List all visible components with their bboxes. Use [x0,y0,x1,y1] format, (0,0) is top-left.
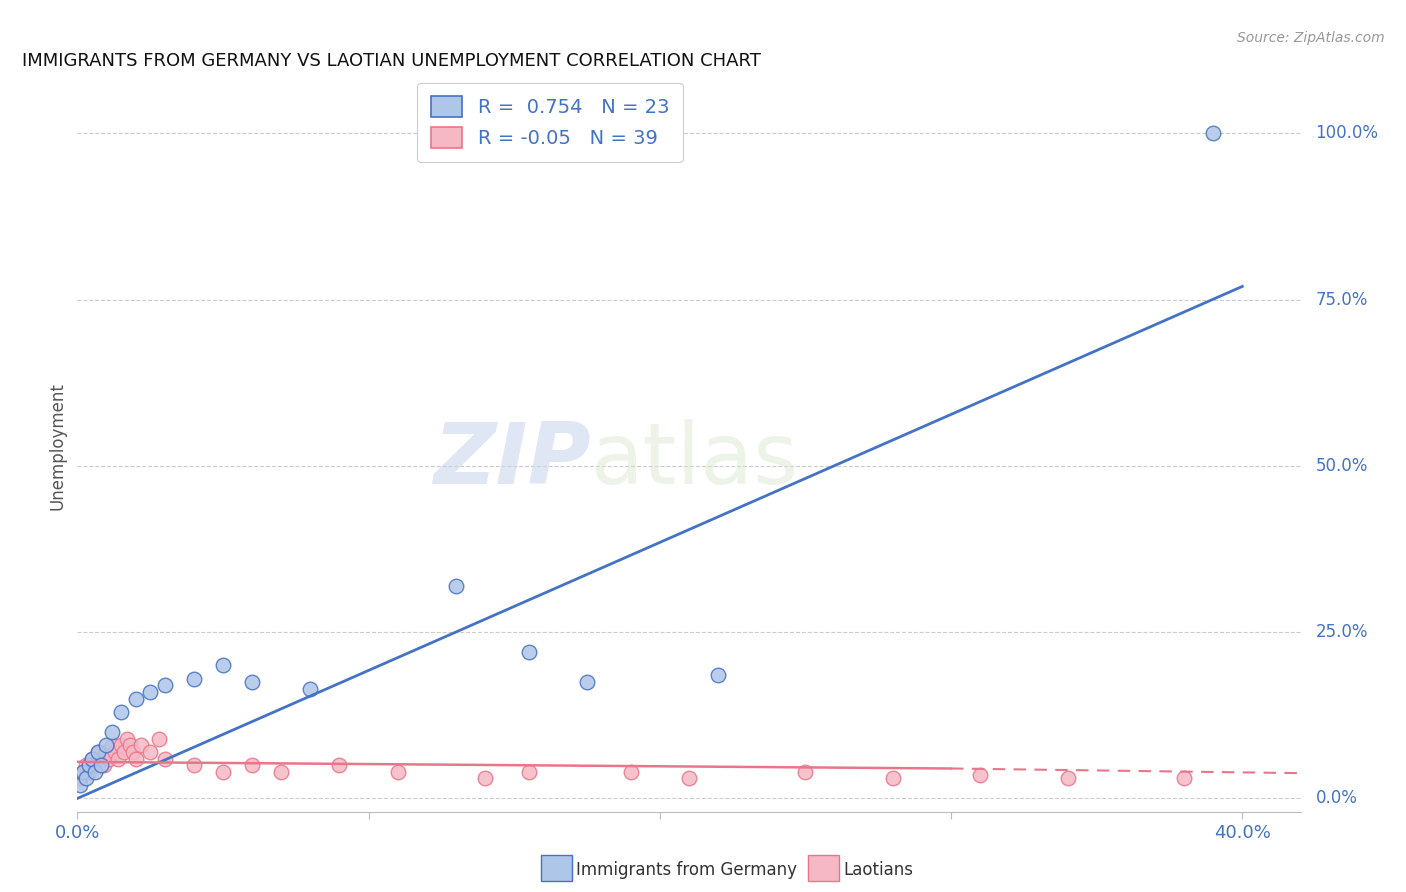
Point [96,745,118,759]
Point [153,678,176,692]
Point [77,764,100,779]
Text: Source: ZipAtlas.com: Source: ZipAtlas.com [1237,31,1385,45]
Point [148,731,170,746]
Text: 50.0%: 50.0% [1316,457,1368,475]
Point [107,751,129,765]
Point [882,772,904,786]
Text: 75.0%: 75.0% [1316,291,1368,309]
Point [118,738,141,752]
Point [212,764,235,779]
Text: 25.0%: 25.0% [1316,624,1368,641]
Point [794,764,817,779]
Point [104,745,127,759]
Text: IMMIGRANTS FROM GERMANY VS LAOTIAN UNEMPLOYMENT CORRELATION CHART: IMMIGRANTS FROM GERMANY VS LAOTIAN UNEMP… [22,53,761,70]
Point [80,751,103,765]
Text: Laotians: Laotians [844,861,914,879]
Point [517,645,540,659]
Text: atlas: atlas [591,419,799,502]
Point [1056,772,1078,786]
Point [517,764,540,779]
Point [270,764,292,779]
Point [101,738,124,752]
Point [707,668,730,682]
Point [69,772,91,786]
Point [240,758,263,772]
Point [72,764,94,779]
Text: 100.0%: 100.0% [1316,125,1378,143]
Point [69,778,91,792]
Text: 0.0%: 0.0% [1316,789,1357,807]
Point [139,745,162,759]
Point [121,745,143,759]
Point [124,751,146,765]
Text: ZIP: ZIP [433,419,591,502]
Legend: R =  0.754   N = 23, R = -0.05   N = 39: R = 0.754 N = 23, R = -0.05 N = 39 [418,83,683,162]
Point [96,738,118,752]
Point [77,758,100,772]
Point [131,738,153,752]
Point [101,725,124,739]
Text: Immigrants from Germany: Immigrants from Germany [576,861,797,879]
Point [90,751,112,765]
Y-axis label: Unemployment: Unemployment [48,382,66,510]
Point [98,751,121,765]
Point [87,745,110,759]
Point [183,672,205,686]
Point [969,768,991,782]
Point [678,772,700,786]
Point [576,675,599,690]
Point [87,745,110,759]
Point [90,758,112,772]
Point [75,772,97,786]
Point [444,579,467,593]
Point [1202,127,1225,141]
Point [1173,772,1195,786]
Point [240,675,263,690]
Point [328,758,350,772]
Point [110,738,132,752]
Point [112,745,135,759]
Point [72,764,94,779]
Point [299,681,322,696]
Point [124,691,146,706]
Point [83,764,105,779]
Point [474,772,496,786]
Point [212,658,235,673]
Point [93,758,115,772]
Point [139,685,162,699]
Point [80,751,103,765]
Point [183,758,205,772]
Point [110,705,132,719]
Point [153,751,176,765]
Point [83,758,105,772]
Point [620,764,643,779]
Point [115,731,138,746]
Point [75,758,97,772]
Point [387,764,409,779]
